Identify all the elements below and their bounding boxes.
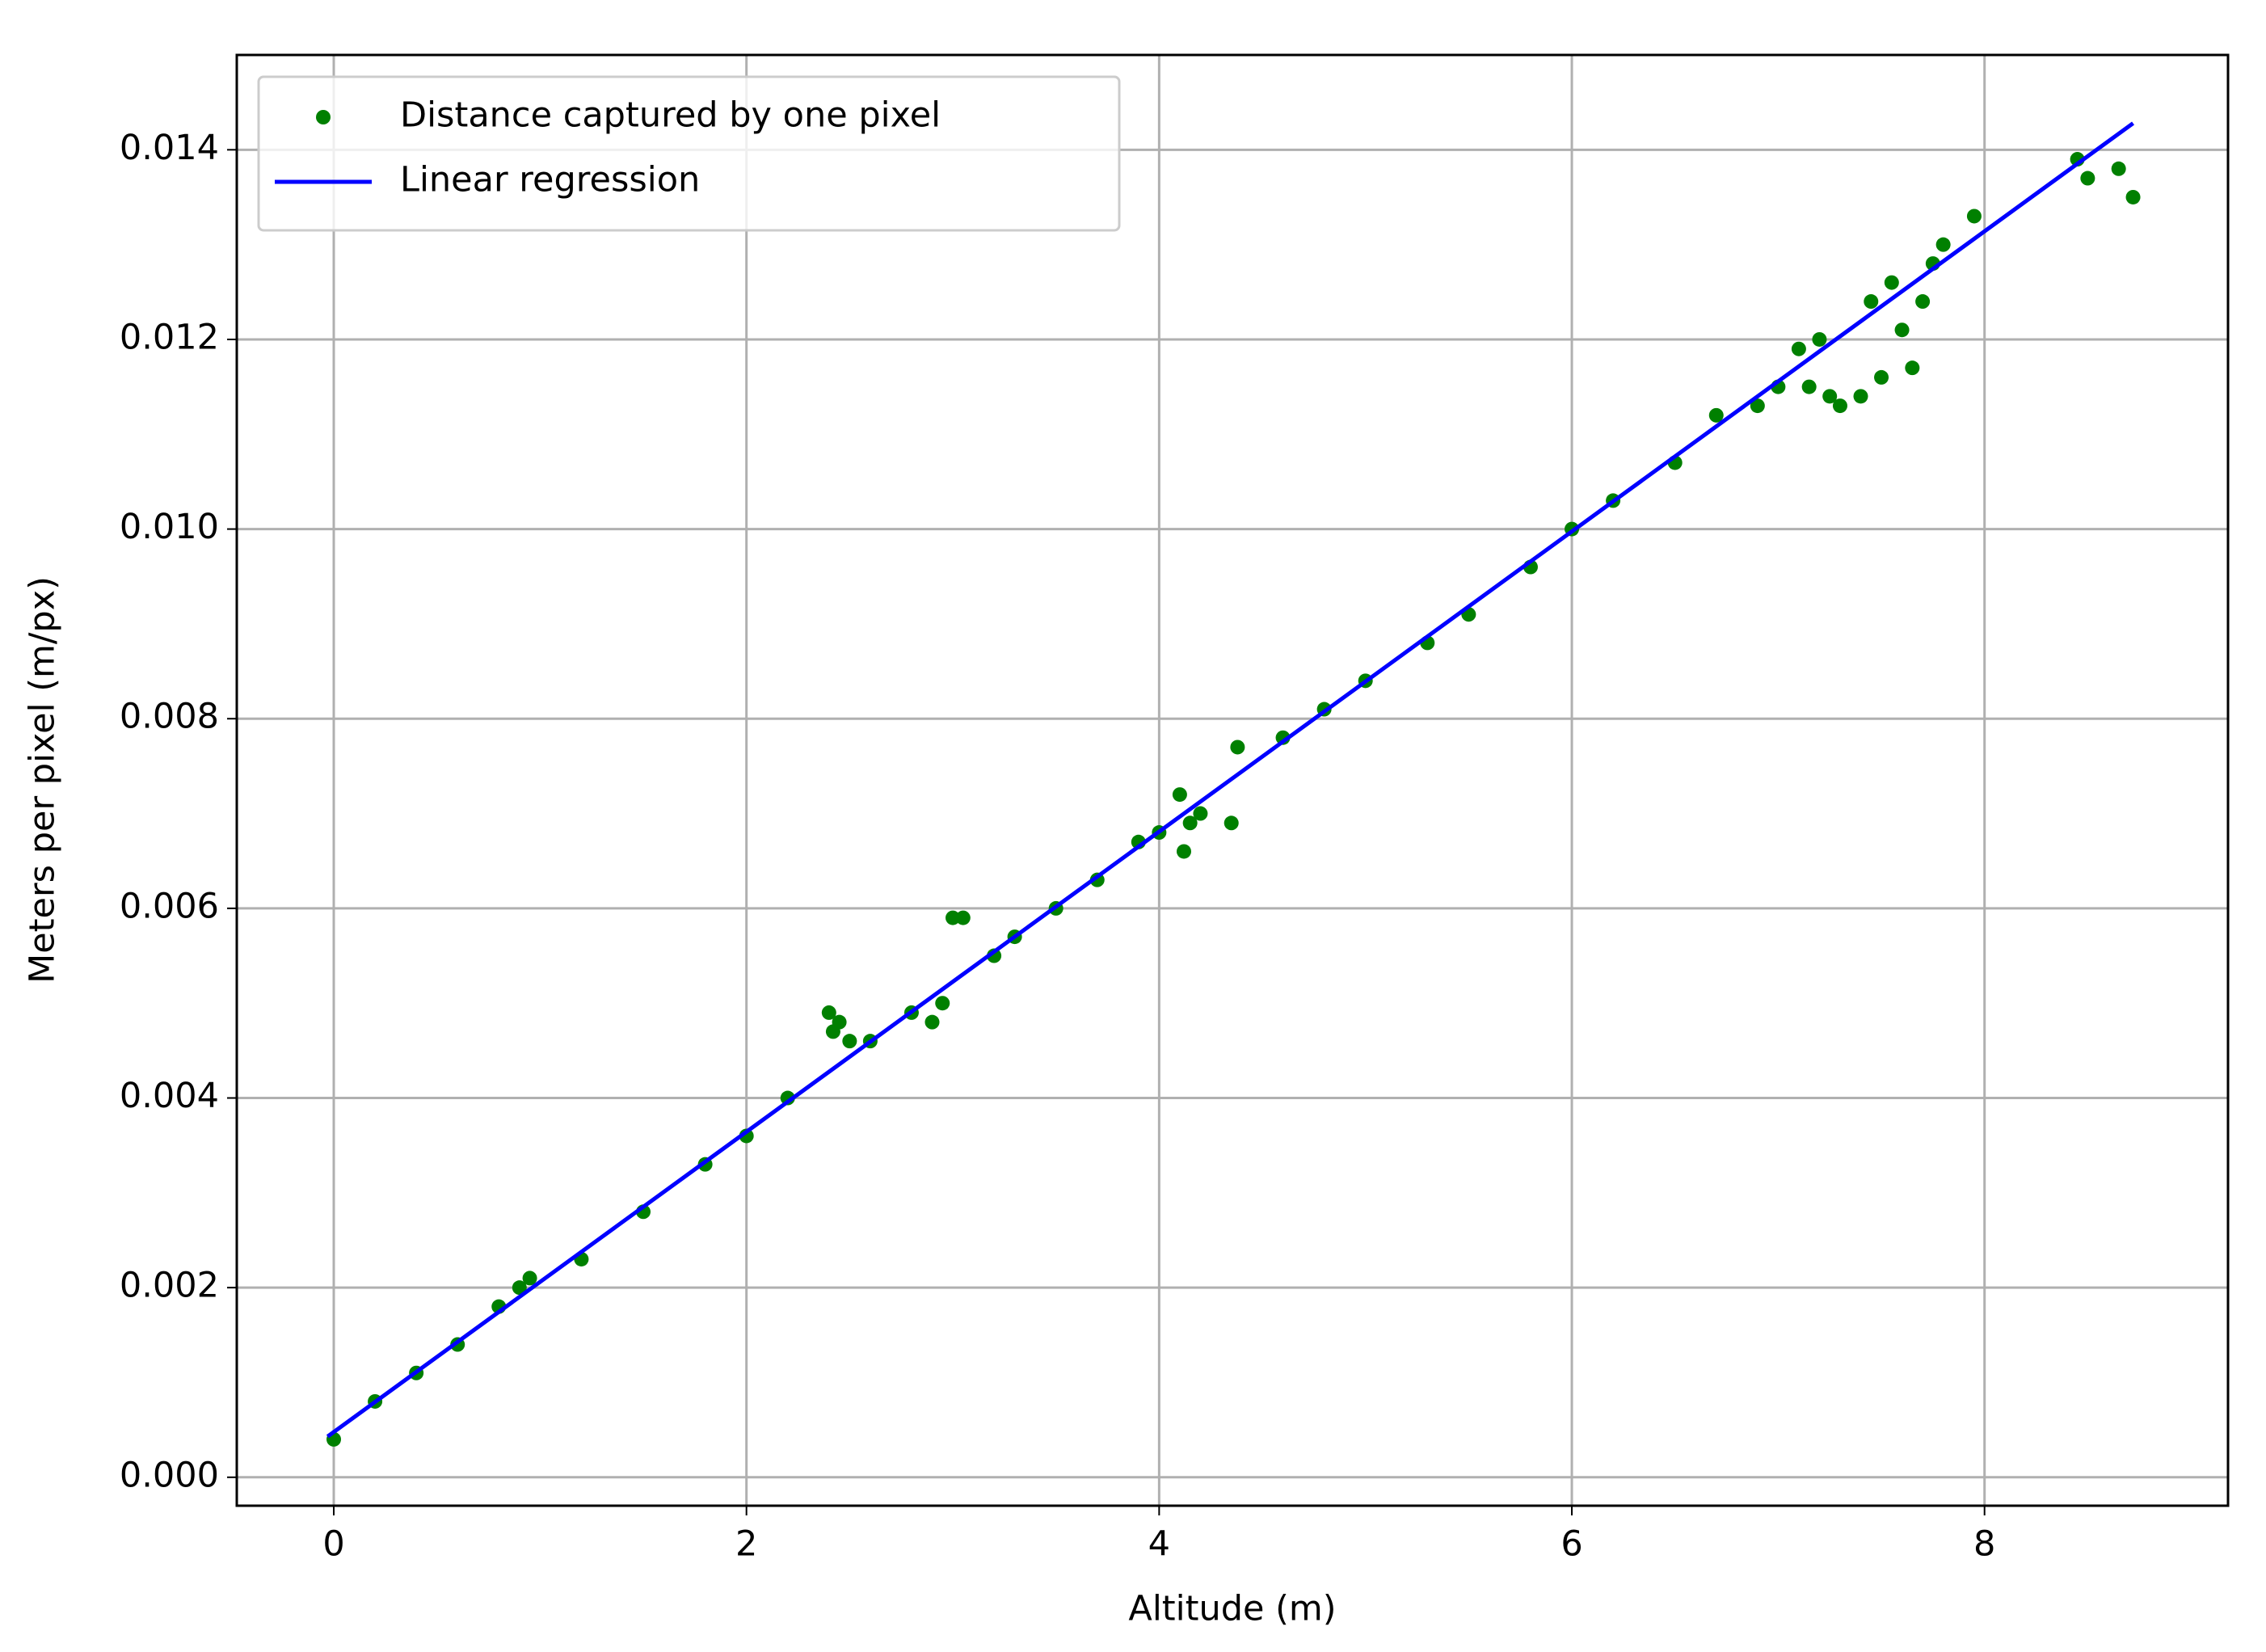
legend-marker [316,110,331,124]
data-point [1801,379,1817,394]
y-axis-label: Meters per pixel (m/px) [23,576,63,984]
data-point [1915,294,1931,310]
data-point [1832,398,1847,414]
x-axis-label: Altitude (m) [1128,1589,1336,1629]
x-tick-label: 8 [1973,1524,1995,1565]
data-point [1230,740,1245,755]
data-point [1853,389,1868,404]
x-tick-label: 0 [322,1524,344,1565]
data-point [1224,815,1239,831]
data-point [955,910,971,925]
y-tick-label: 0.010 [120,507,219,547]
plot-frame [235,53,2230,1507]
y-tick-label: 0.014 [120,128,219,168]
data-point [1791,341,1806,356]
x-tick-label: 4 [1148,1524,1170,1565]
data-point [946,910,961,925]
data-point [512,1280,527,1296]
y-tick-label: 0.004 [120,1076,219,1116]
x-tick-label: 2 [735,1524,757,1565]
data-point [935,996,950,1011]
legend-label: Linear regression [400,160,700,200]
data-point [1874,369,1889,385]
data-point [1884,275,1899,290]
data-point [1176,844,1191,859]
data-point [821,1005,836,1020]
data-point [1193,806,1208,821]
data-point [2080,171,2095,186]
legend-label: Distance captured by one pixel [400,95,941,136]
data-point [825,1024,840,1039]
y-tick-label: 0.012 [120,317,219,357]
data-point [1905,360,1920,376]
y-tick-label: 0.006 [120,886,219,926]
data-point [522,1271,537,1286]
data-point [1894,322,1910,338]
data-point [1708,407,1724,423]
data-point [925,1014,940,1030]
y-tick-label: 0.002 [120,1266,219,1306]
y-tick-label: 0.000 [120,1455,219,1495]
data-point [1172,787,1187,803]
data-point [1935,237,1951,252]
data-point [1812,331,1827,347]
y-tick-label: 0.008 [120,697,219,737]
data-point [2111,161,2126,176]
data-point [1750,398,1765,414]
legend-box [257,75,1121,232]
x-tick-label: 6 [1561,1524,1582,1565]
data-point [1182,815,1198,831]
data-point [1822,389,1838,404]
regression-line [326,121,2135,1439]
data-point [1864,294,1879,310]
data-point [842,1034,857,1049]
data-point [2125,189,2141,204]
data-point [1966,209,1982,224]
